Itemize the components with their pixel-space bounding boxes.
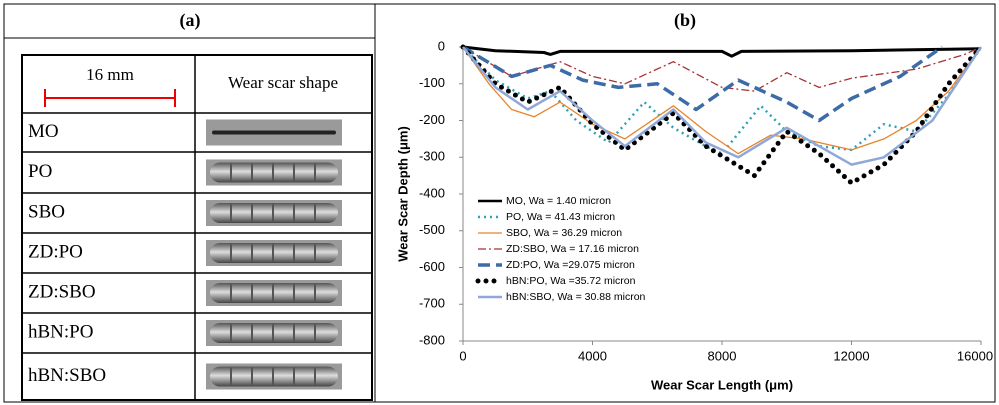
legend-label: hBN:SBO, Wa = 30.88 micron: [506, 291, 646, 303]
series-line: [462, 45, 982, 58]
y-tick-label: -500: [419, 222, 445, 237]
chart-title: (b): [674, 10, 696, 31]
series-line: [462, 46, 982, 155]
legend-label: ZD:PO, Wa =29.075 micron: [506, 259, 635, 271]
y-tick-label: -100: [419, 75, 445, 90]
y-tick-label: -600: [419, 259, 445, 274]
x-tick-label: 0: [459, 348, 466, 363]
series-line: [462, 46, 983, 166]
row-label: hBN:PO: [28, 321, 93, 342]
series-line: [460, 44, 984, 186]
x-tick-label: 16000: [957, 348, 993, 363]
panel-a: (a) 16 mm Wear scar shape MO PO SBO ZD:PO ZD:S…: [3, 3, 376, 403]
x-tick-label: 12000: [833, 348, 869, 363]
y-tick-label: -300: [419, 149, 445, 164]
row-label: MO: [28, 121, 59, 142]
x-tick-label: 8000: [708, 348, 737, 363]
y-tick-label: 0: [438, 38, 445, 53]
row-label: SBO: [28, 201, 65, 222]
y-tick-label: -800: [419, 332, 445, 347]
panel-b-frame: [374, 3, 996, 403]
panel-a-title: (a): [180, 10, 201, 31]
column-header: Wear scar shape: [228, 73, 338, 92]
legend-label: MO, Wa = 1.40 micron: [506, 195, 611, 207]
legend-label: hBN:PO, Wa =35.72 micron: [506, 275, 636, 287]
y-tick-label: -400: [419, 185, 445, 200]
x-tick-label: 4000: [578, 348, 607, 363]
legend-label: SBO, Wa = 36.29 micron: [506, 227, 622, 239]
x-axis-title: Wear Scar Length (μm): [651, 377, 793, 392]
legend-label: PO, Wa = 41.43 micron: [506, 211, 615, 223]
series-line: [462, 46, 983, 155]
panel-b: (b) Wear Scar Length (μm) Wear Scar Dept…: [374, 3, 996, 403]
scale-label: 16 mm: [86, 65, 134, 84]
row-label: ZD:SBO: [28, 281, 96, 302]
legend-label: ZD:SBO, Wa = 17.16 micron: [506, 243, 639, 255]
series-line: [462, 45, 944, 123]
row-label: PO: [28, 161, 52, 182]
scar-image: [212, 130, 336, 135]
row-label: ZD:PO: [28, 241, 83, 262]
y-tick-label: -700: [419, 296, 445, 311]
series-line: [462, 46, 982, 92]
row-label: hBN:SBO: [28, 365, 106, 386]
table: 16 mm Wear scar shape MO PO SBO ZD:PO ZD:SBO hB…: [21, 54, 373, 401]
y-axis-title: Wear Scar Depth (μm): [395, 126, 410, 262]
plot: 0 -100 -200 -300 -400 -500 -600 -700 -800 0 4000 80…: [419, 38, 993, 363]
table-border: [21, 54, 373, 401]
y-tick-label: -200: [419, 112, 445, 127]
